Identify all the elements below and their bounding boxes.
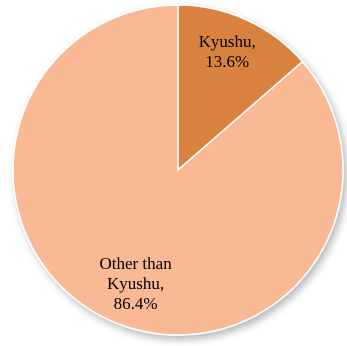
pie-label-line: 13.6%	[205, 52, 249, 71]
pie-label-line: Other than	[99, 254, 172, 273]
pie-slice-kyushu	[177, 4, 304, 172]
pie-label-line: 86.4%	[114, 294, 158, 313]
pie-labels: Kyushu, 13.6%Other than Kyushu, 86.4%	[99, 32, 255, 313]
pie-label-line: Kyushu,	[107, 274, 164, 293]
pie-label-kyushu: Kyushu, 13.6%	[199, 32, 256, 71]
pie-label-other-than-kyushu: Other than Kyushu, 86.4%	[99, 254, 172, 313]
pie-slice-other-than-kyushu	[12, 4, 344, 336]
pie-slices	[12, 4, 344, 336]
pie-label-line: Kyushu,	[199, 32, 256, 51]
